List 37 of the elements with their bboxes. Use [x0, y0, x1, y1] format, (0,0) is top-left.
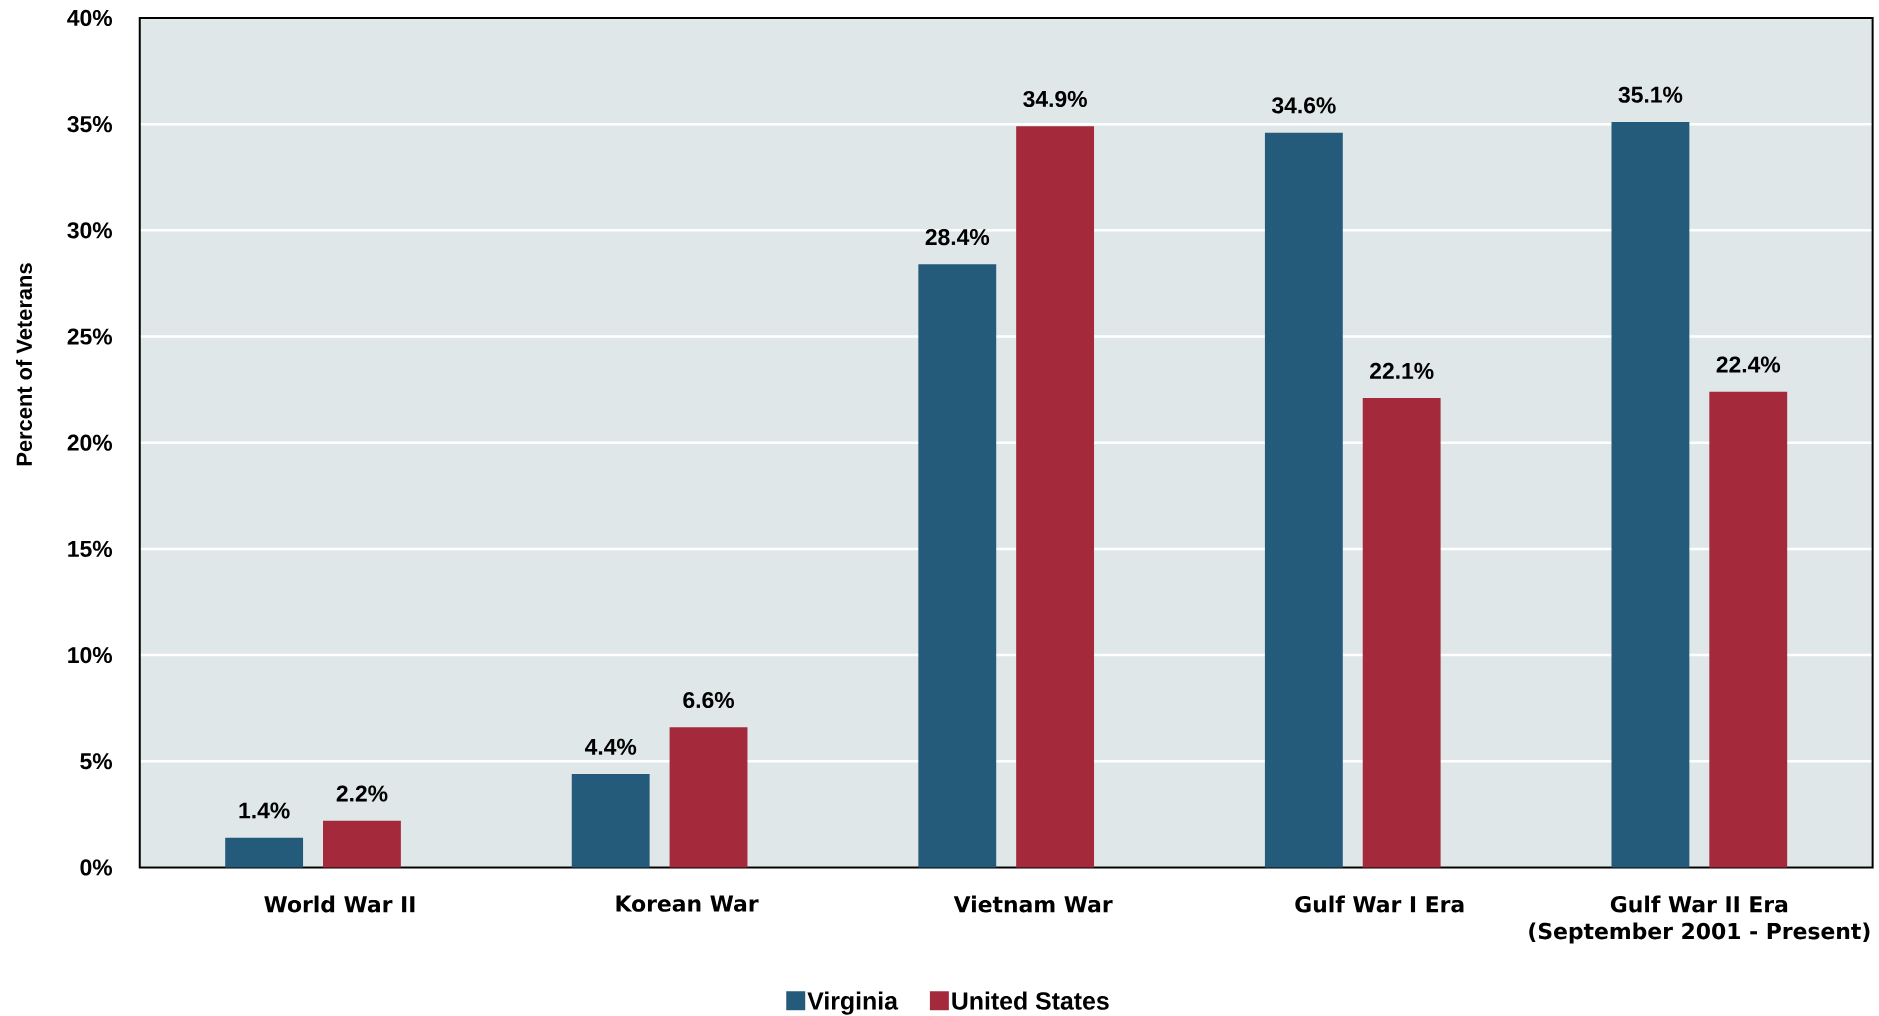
x-tick-label: World War II: [264, 895, 415, 913]
bar: [1709, 391, 1788, 868]
bar: [669, 727, 748, 868]
bar: [1264, 132, 1343, 868]
y-tick-label: 5%: [80, 753, 113, 770]
data-label: 34.9%: [1023, 90, 1087, 108]
bar: [1611, 121, 1690, 868]
y-tick-label: 10%: [68, 646, 112, 664]
bar: [1362, 398, 1441, 868]
y-tick-label: 35%: [67, 115, 112, 133]
data-label: 2.2%: [336, 785, 388, 802]
data-label: 22.4%: [1716, 356, 1781, 373]
data-label: 28.4%: [925, 228, 990, 246]
legend-label: United States: [952, 991, 1109, 1010]
y-tick-label: 15%: [68, 540, 112, 557]
y-tick-label: 0%: [80, 859, 113, 876]
x-tick-label: Vietnam War: [953, 895, 1113, 913]
y-tick-label: 40%: [67, 9, 112, 26]
data-label: 1.4%: [239, 802, 290, 819]
data-label: 6.6%: [683, 691, 734, 709]
y-tick-label: 20%: [67, 434, 112, 451]
bar: [1016, 126, 1095, 868]
data-label: 4.4%: [584, 738, 637, 755]
x-tick-label: Gulf War I Era: [1295, 895, 1464, 913]
y-tick-label: 30%: [67, 222, 112, 239]
y-axis-title: Percent of Veterans: [15, 263, 33, 466]
bar: [323, 820, 401, 868]
bar: [571, 773, 650, 868]
bar: [225, 837, 304, 868]
x-tick-label: Korean War: [616, 895, 759, 912]
data-label: 34.6%: [1271, 97, 1336, 114]
bar: [918, 264, 997, 868]
x-tick-label: Gulf War II Era (September 2001 - Present): [1529, 895, 1870, 944]
legend-label: Virginia: [807, 991, 899, 1015]
data-label: 35.1%: [1618, 86, 1683, 103]
data-label: 22.1%: [1370, 362, 1434, 379]
y-tick-label: 25%: [67, 328, 112, 345]
